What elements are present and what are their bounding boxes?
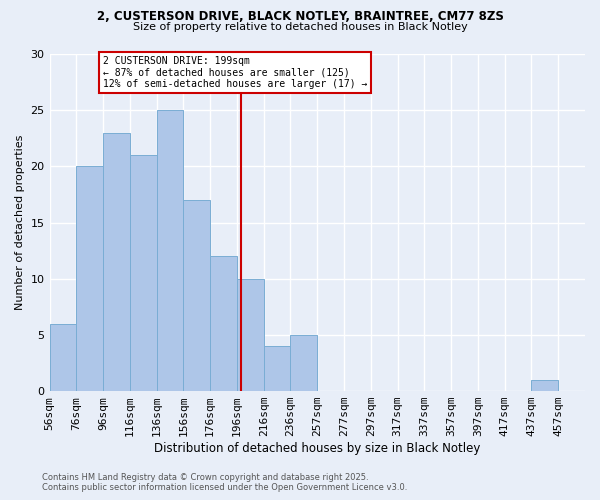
Bar — [237, 278, 264, 391]
Bar — [157, 110, 184, 391]
Bar — [210, 256, 237, 391]
Bar — [76, 166, 103, 391]
Text: Size of property relative to detached houses in Black Notley: Size of property relative to detached ho… — [133, 22, 467, 32]
Text: Contains HM Land Registry data © Crown copyright and database right 2025.
Contai: Contains HM Land Registry data © Crown c… — [42, 473, 407, 492]
Text: 2, CUSTERSON DRIVE, BLACK NOTLEY, BRAINTREE, CM77 8ZS: 2, CUSTERSON DRIVE, BLACK NOTLEY, BRAINT… — [97, 10, 503, 23]
Bar — [103, 132, 130, 391]
Bar — [290, 335, 317, 391]
Bar — [130, 155, 157, 391]
Bar — [184, 200, 210, 391]
X-axis label: Distribution of detached houses by size in Black Notley: Distribution of detached houses by size … — [154, 442, 481, 455]
Y-axis label: Number of detached properties: Number of detached properties — [15, 135, 25, 310]
Bar — [264, 346, 290, 391]
Text: 2 CUSTERSON DRIVE: 199sqm
← 87% of detached houses are smaller (125)
12% of semi: 2 CUSTERSON DRIVE: 199sqm ← 87% of detac… — [103, 56, 367, 90]
Bar — [532, 380, 558, 391]
Bar — [50, 324, 76, 391]
